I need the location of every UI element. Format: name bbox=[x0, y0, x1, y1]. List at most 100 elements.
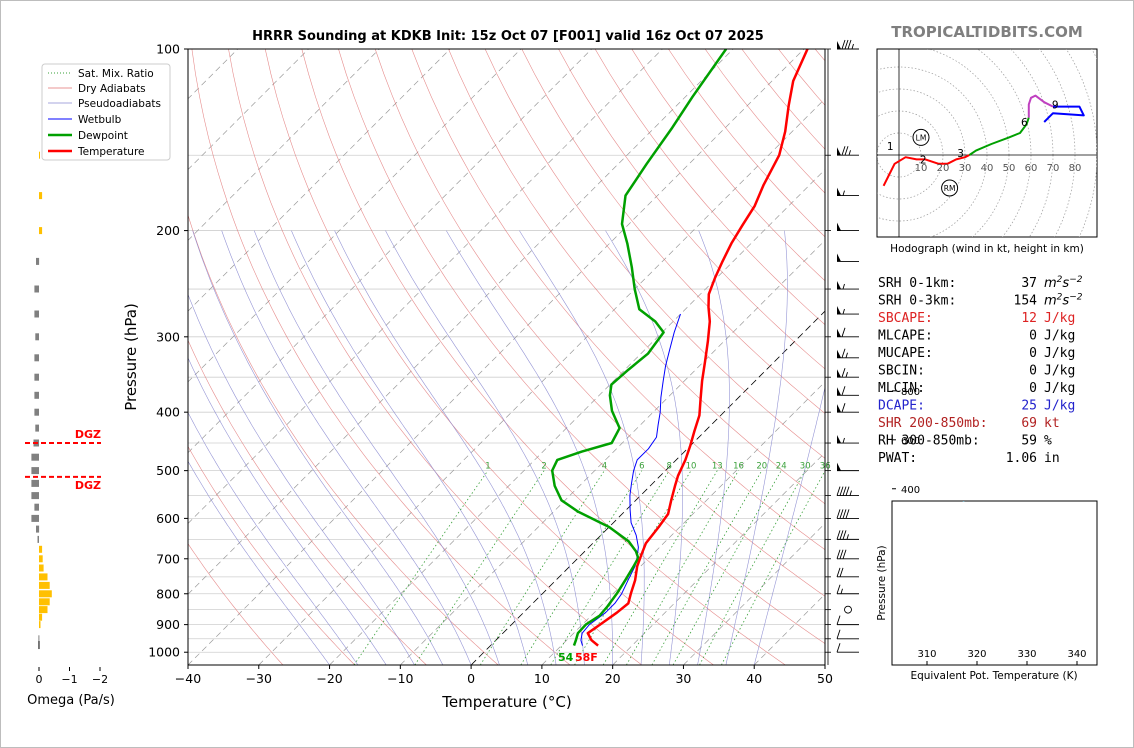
pseudoadiabat bbox=[188, 460, 330, 665]
barb-flag bbox=[837, 435, 841, 444]
isotherm-10 bbox=[541, 381, 825, 665]
barb-full bbox=[842, 549, 847, 559]
skewt-x-ticks: −40 −30 −20 −10 0 10 20 30 40 50 bbox=[175, 665, 833, 686]
pseudoadiabat bbox=[253, 230, 500, 665]
barb-flag bbox=[837, 349, 841, 358]
pseudoadiabat bbox=[188, 293, 415, 665]
mixing-ratio-labels: 1 2 4 6 8 10 13 16 20 24 30 36 bbox=[485, 462, 830, 472]
storm-motion-marker bbox=[941, 179, 959, 197]
dry-adiabat bbox=[188, 543, 284, 665]
y-tick-label: 200 bbox=[156, 223, 180, 238]
barb-flag bbox=[837, 462, 841, 471]
wind-barb bbox=[836, 530, 859, 540]
barb-flag bbox=[837, 328, 841, 337]
isotherm-lines bbox=[188, 49, 825, 665]
mixing-ratio-label: 4 bbox=[602, 462, 607, 472]
legend-item-dewpoint: Dewpoint bbox=[48, 130, 128, 142]
barb-full bbox=[836, 629, 841, 639]
omega-bar bbox=[39, 581, 50, 589]
pseudoadiabat bbox=[334, 230, 557, 665]
omega-bar bbox=[31, 492, 39, 500]
omega-bar bbox=[35, 333, 39, 341]
barb-full bbox=[836, 486, 841, 496]
wind-barb bbox=[836, 615, 859, 626]
wind-barb bbox=[837, 348, 859, 359]
omega-bar bbox=[39, 192, 43, 200]
chart-title: HRRR Sounding at KDKB Init: 15z Oct 07 [… bbox=[252, 29, 764, 44]
isotherm--20 bbox=[329, 169, 825, 665]
index-row: MUCAPE: 0 J/kg bbox=[878, 346, 1075, 361]
x-tick-label: 40 bbox=[746, 671, 762, 686]
wind-barb bbox=[836, 584, 859, 595]
x-tick-label: −10 bbox=[387, 671, 413, 686]
skewt-frame bbox=[187, 48, 826, 666]
mixing-ratio-line bbox=[520, 470, 643, 665]
dgz-label: DGZ bbox=[75, 428, 101, 441]
index-label: SBCAPE: bbox=[878, 311, 933, 326]
x-tick-label: 0 bbox=[467, 671, 475, 686]
mixing-ratio-line bbox=[414, 470, 545, 665]
hodo-height-label: 3 bbox=[957, 148, 964, 160]
index-value: 0 bbox=[1029, 329, 1037, 344]
barb-full bbox=[844, 39, 849, 50]
omega-bar bbox=[39, 151, 40, 159]
skewt-y-axis-label: Pressure (hPa) bbox=[122, 303, 140, 411]
mixing-ratio-line bbox=[479, 470, 605, 665]
isotherm--90 bbox=[188, 49, 451, 312]
y-tick-label: 400 bbox=[156, 405, 180, 420]
omega-bar bbox=[37, 535, 39, 543]
isotherm--110 bbox=[188, 49, 309, 171]
barb-full bbox=[839, 486, 844, 496]
barb-flag bbox=[837, 187, 841, 196]
barb-flag bbox=[837, 404, 841, 413]
barb-full bbox=[836, 567, 841, 577]
barb-full bbox=[836, 509, 841, 519]
mixing-ratio-line bbox=[672, 470, 782, 665]
index-value: 0 bbox=[1029, 381, 1037, 396]
wind-barb bbox=[837, 368, 859, 378]
skewt-panel: 1 2 4 6 8 10 13 16 20 24 30 36 −40 −30 −20 −10 0 10 20 30 4… bbox=[41, 42, 833, 711]
index-row: MLCAPE: 0 J/kg bbox=[878, 329, 1075, 344]
dry-adiabat bbox=[188, 445, 355, 665]
barb-flag bbox=[837, 281, 841, 290]
dry-adiabat bbox=[448, 49, 825, 505]
barb-half bbox=[851, 43, 854, 50]
omega-bar bbox=[39, 564, 44, 572]
theta-e-ticks: 310 320 330 340 400 600 800 bbox=[892, 387, 1087, 665]
legend-item-pseudo: Pseudoadiabats bbox=[48, 98, 161, 110]
wind-barb bbox=[844, 605, 852, 614]
y-tick-label: 100 bbox=[156, 42, 180, 57]
svg-text:Dry Adiabats: Dry Adiabats bbox=[78, 83, 146, 95]
omega-bar bbox=[31, 479, 39, 487]
index-label: DCAPE: bbox=[878, 399, 925, 414]
omega-bar bbox=[35, 424, 39, 432]
index-label: SRH 0-1km: bbox=[878, 276, 956, 291]
hodo-segment bbox=[1027, 94, 1054, 118]
y-tick-label: 600 bbox=[156, 511, 180, 526]
svg-text:Temperature: Temperature bbox=[77, 146, 145, 158]
wind-barb bbox=[837, 327, 859, 338]
omega-x-ticks: 0 −1 −2 bbox=[36, 667, 108, 686]
legend-item-mix: Sat. Mix. Ratio bbox=[48, 68, 154, 80]
dry-adiabat bbox=[188, 339, 427, 665]
omega-bar bbox=[34, 354, 39, 362]
barb-full bbox=[839, 530, 844, 540]
barb-half bbox=[842, 190, 845, 196]
y-tick-label: 800 bbox=[156, 586, 180, 601]
temperature-profile bbox=[586, 49, 809, 647]
calm-circle bbox=[844, 605, 852, 614]
wind-barb bbox=[837, 306, 859, 315]
index-unit: J/kg bbox=[1044, 381, 1075, 396]
wind-barb bbox=[836, 549, 859, 560]
index-unit: J/kg bbox=[1044, 346, 1075, 361]
index-value: 1.06 bbox=[1006, 451, 1037, 466]
x-tick-label: −40 bbox=[175, 671, 201, 686]
index-label: SRH 0-3km: bbox=[878, 294, 956, 309]
omega-bars bbox=[31, 151, 52, 650]
omega-bar bbox=[38, 635, 40, 643]
barb-flag bbox=[837, 147, 841, 156]
hodo-ring-label: 60 bbox=[1025, 163, 1038, 174]
index-row: MLCIN: 0 J/kg bbox=[878, 381, 1075, 396]
barb-full bbox=[841, 146, 846, 156]
